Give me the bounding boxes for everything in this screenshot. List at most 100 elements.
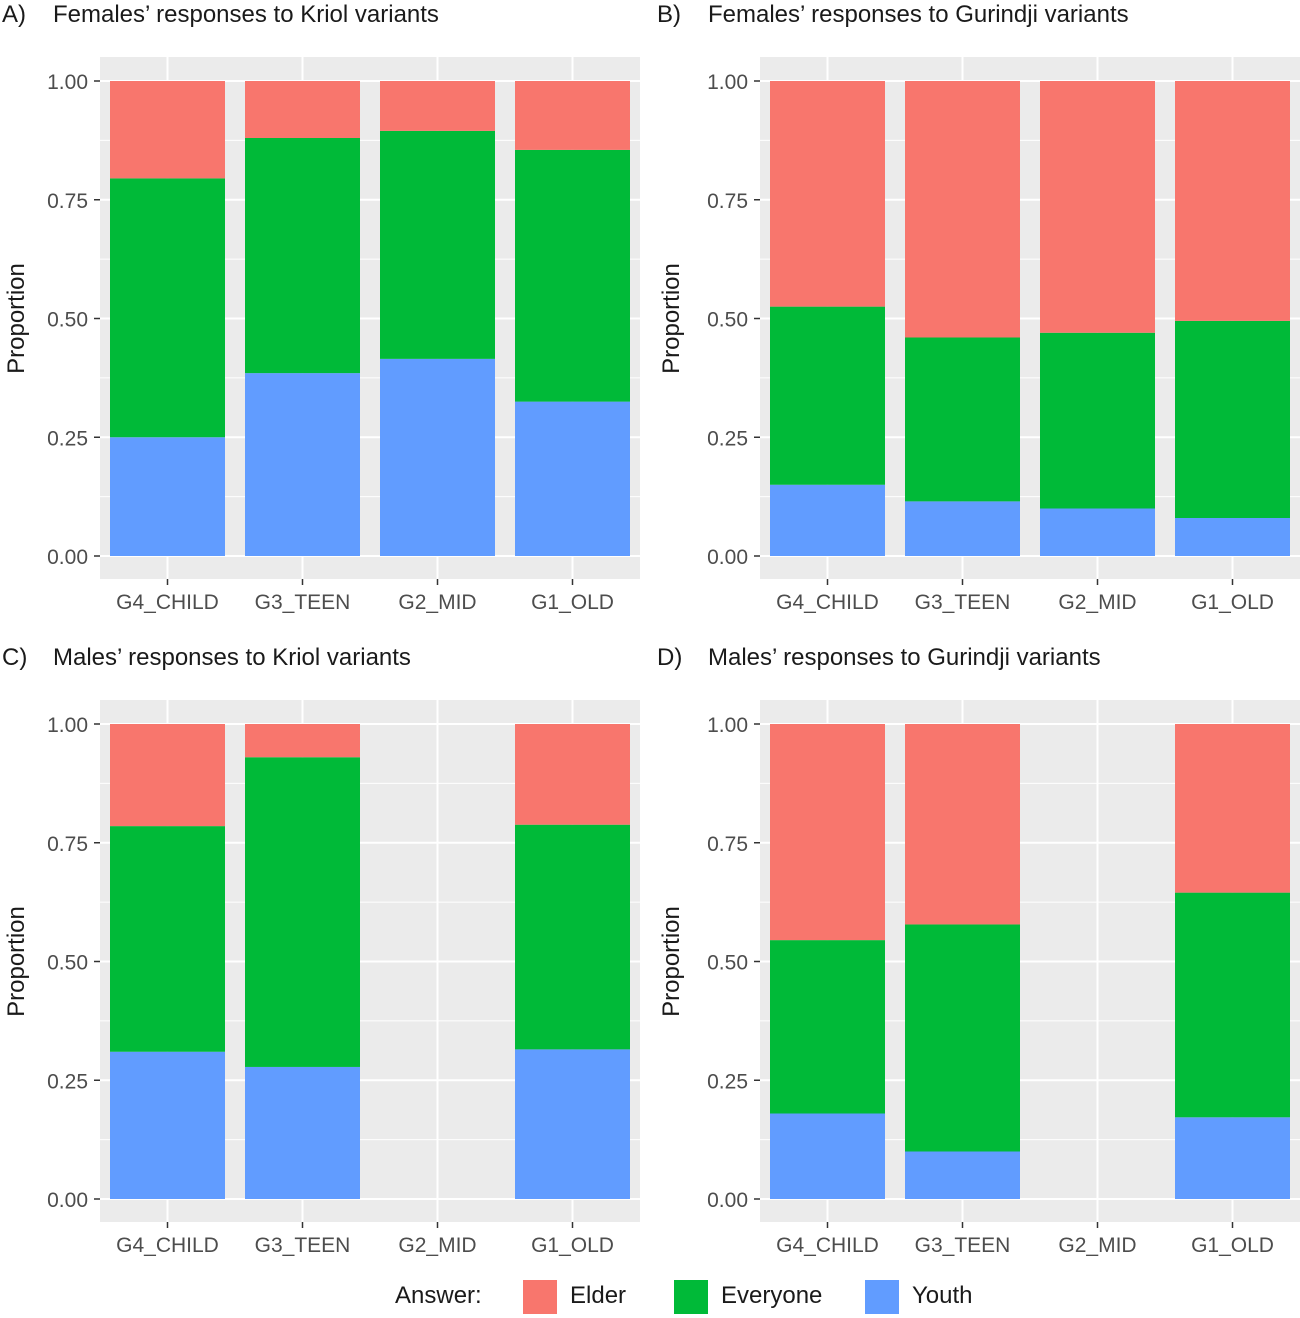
x-tick-label: G4_CHILD <box>776 591 879 614</box>
bar-youth-g1_old <box>1175 1117 1290 1199</box>
panel-title-b: Females’ responses to Gurindji variants <box>708 1 1129 28</box>
x-tick-label: G1_OLD <box>1191 1234 1274 1257</box>
bar-youth-g3_teen <box>245 1066 360 1199</box>
legend-label-youth: Youth <box>912 1282 973 1309</box>
y-tick-label: 0.50 <box>707 952 748 975</box>
y-tick-label: 0.75 <box>707 833 748 856</box>
y-axis-label: Proportion <box>658 263 685 374</box>
y-tick-label: 0.00 <box>47 1189 88 1212</box>
bar-everyone-g1_old <box>515 824 630 1050</box>
y-tick-label: 0.75 <box>47 190 88 213</box>
bar-youth-g1_old <box>515 1049 630 1199</box>
y-tick-label: 1.00 <box>707 71 748 94</box>
bar-everyone-g3_teen <box>905 924 1020 1152</box>
legend: Answer: Elder Everyone Youth <box>380 1272 1280 1318</box>
panel-a: A) Females’ responses to Kriol variants 0.… <box>2 1 640 614</box>
bar-youth-g1_old <box>1175 518 1290 556</box>
bar-elder-g1_old <box>1175 81 1290 321</box>
bar-everyone-g3_teen <box>245 138 360 374</box>
x-tick-label: G2_MID <box>398 591 476 614</box>
bar-youth-g1_old <box>515 401 630 556</box>
bar-elder-g3_teen <box>905 724 1020 925</box>
legend-label-elder: Elder <box>570 1282 627 1309</box>
y-tick-label: 0.25 <box>47 427 88 450</box>
panel-tag-a: A) <box>2 1 26 28</box>
x-tick-label: G3_TEEN <box>915 591 1011 614</box>
bar-everyone-g1_old <box>1175 892 1290 1118</box>
x-tick-label: G3_TEEN <box>915 1234 1011 1257</box>
bar-youth-g3_teen <box>245 373 360 556</box>
panel-title-a: Females’ responses to Kriol variants <box>53 1 439 28</box>
y-tick-label: 1.00 <box>47 71 88 94</box>
bar-youth-g3_teen <box>905 501 1020 556</box>
bar-everyone-g4_child <box>770 306 885 485</box>
bar-everyone-g3_teen <box>245 757 360 1067</box>
legend-swatch-elder <box>523 1280 557 1314</box>
bar-everyone-g3_teen <box>905 337 1020 502</box>
legend-swatch-youth <box>865 1280 899 1314</box>
y-tick-label: 0.00 <box>707 1189 748 1212</box>
bar-youth-g2_mid <box>1040 508 1155 556</box>
bar-youth-g2_mid <box>380 358 495 556</box>
bar-elder-g1_old <box>515 81 630 150</box>
legend-swatch-everyone <box>674 1280 708 1314</box>
legend-label-everyone: Everyone <box>721 1282 823 1309</box>
panel-d: D) Males’ responses to Gurindji variants 0… <box>657 644 1300 1257</box>
y-tick-label: 0.25 <box>47 1070 88 1093</box>
bar-elder-g3_teen <box>245 81 360 138</box>
panel-tag-b: B) <box>657 1 681 28</box>
y-axis-label: Proportion <box>658 906 685 1017</box>
panel-title-d: Males’ responses to Gurindji variants <box>708 644 1101 671</box>
y-tick-label: 0.75 <box>707 190 748 213</box>
bar-everyone-g4_child <box>770 940 885 1114</box>
x-tick-label: G1_OLD <box>531 591 614 614</box>
bar-youth-g4_child <box>770 1113 885 1199</box>
panel-tag-c: C) <box>2 644 27 671</box>
bar-everyone-g4_child <box>110 826 225 1052</box>
bar-elder-g3_teen <box>245 724 360 758</box>
x-tick-label: G1_OLD <box>531 1234 614 1257</box>
x-tick-label: G4_CHILD <box>776 1234 879 1257</box>
y-tick-label: 0.25 <box>707 427 748 450</box>
x-tick-label: G2_MID <box>1058 1234 1136 1257</box>
x-tick-label: G3_TEEN <box>255 1234 351 1257</box>
bar-elder-g4_child <box>110 724 225 827</box>
y-tick-label: 0.50 <box>707 309 748 332</box>
bar-elder-g4_child <box>110 81 225 179</box>
bar-everyone-g2_mid <box>380 130 495 359</box>
x-tick-label: G2_MID <box>1058 591 1136 614</box>
bar-youth-g4_child <box>110 1051 225 1199</box>
y-tick-label: 1.00 <box>707 714 748 737</box>
bar-youth-g4_child <box>770 484 885 556</box>
bar-everyone-g2_mid <box>1040 332 1155 509</box>
y-tick-label: 0.25 <box>707 1070 748 1093</box>
x-tick-label: G4_CHILD <box>116 591 219 614</box>
bar-elder-g4_child <box>770 81 885 307</box>
bar-elder-g4_child <box>770 724 885 941</box>
panel-title-c: Males’ responses to Kriol variants <box>53 644 411 671</box>
bar-everyone-g4_child <box>110 178 225 438</box>
x-tick-label: G4_CHILD <box>116 1234 219 1257</box>
legend-title: Answer: <box>395 1282 482 1309</box>
panel-c: C) Males’ responses to Kriol variants 0.00… <box>2 644 640 1257</box>
bar-elder-g2_mid <box>380 81 495 131</box>
bar-youth-g3_teen <box>905 1151 1020 1199</box>
y-tick-label: 0.75 <box>47 833 88 856</box>
bar-youth-g4_child <box>110 437 225 556</box>
bar-elder-g2_mid <box>1040 81 1155 333</box>
y-tick-label: 0.50 <box>47 952 88 975</box>
bar-elder-g1_old <box>515 724 630 825</box>
x-tick-label: G3_TEEN <box>255 591 351 614</box>
y-tick-label: 0.50 <box>47 309 88 332</box>
y-tick-label: 0.00 <box>707 546 748 569</box>
x-tick-label: G2_MID <box>398 1234 476 1257</box>
y-axis-label: Proportion <box>3 263 30 374</box>
panel-tag-d: D) <box>657 644 682 671</box>
y-tick-label: 0.00 <box>47 546 88 569</box>
panel-b: B) Females’ responses to Gurindji variant… <box>657 1 1300 614</box>
y-axis-label: Proportion <box>3 906 30 1017</box>
bar-elder-g3_teen <box>905 81 1020 338</box>
bar-everyone-g1_old <box>515 149 630 402</box>
bar-everyone-g1_old <box>1175 320 1290 518</box>
